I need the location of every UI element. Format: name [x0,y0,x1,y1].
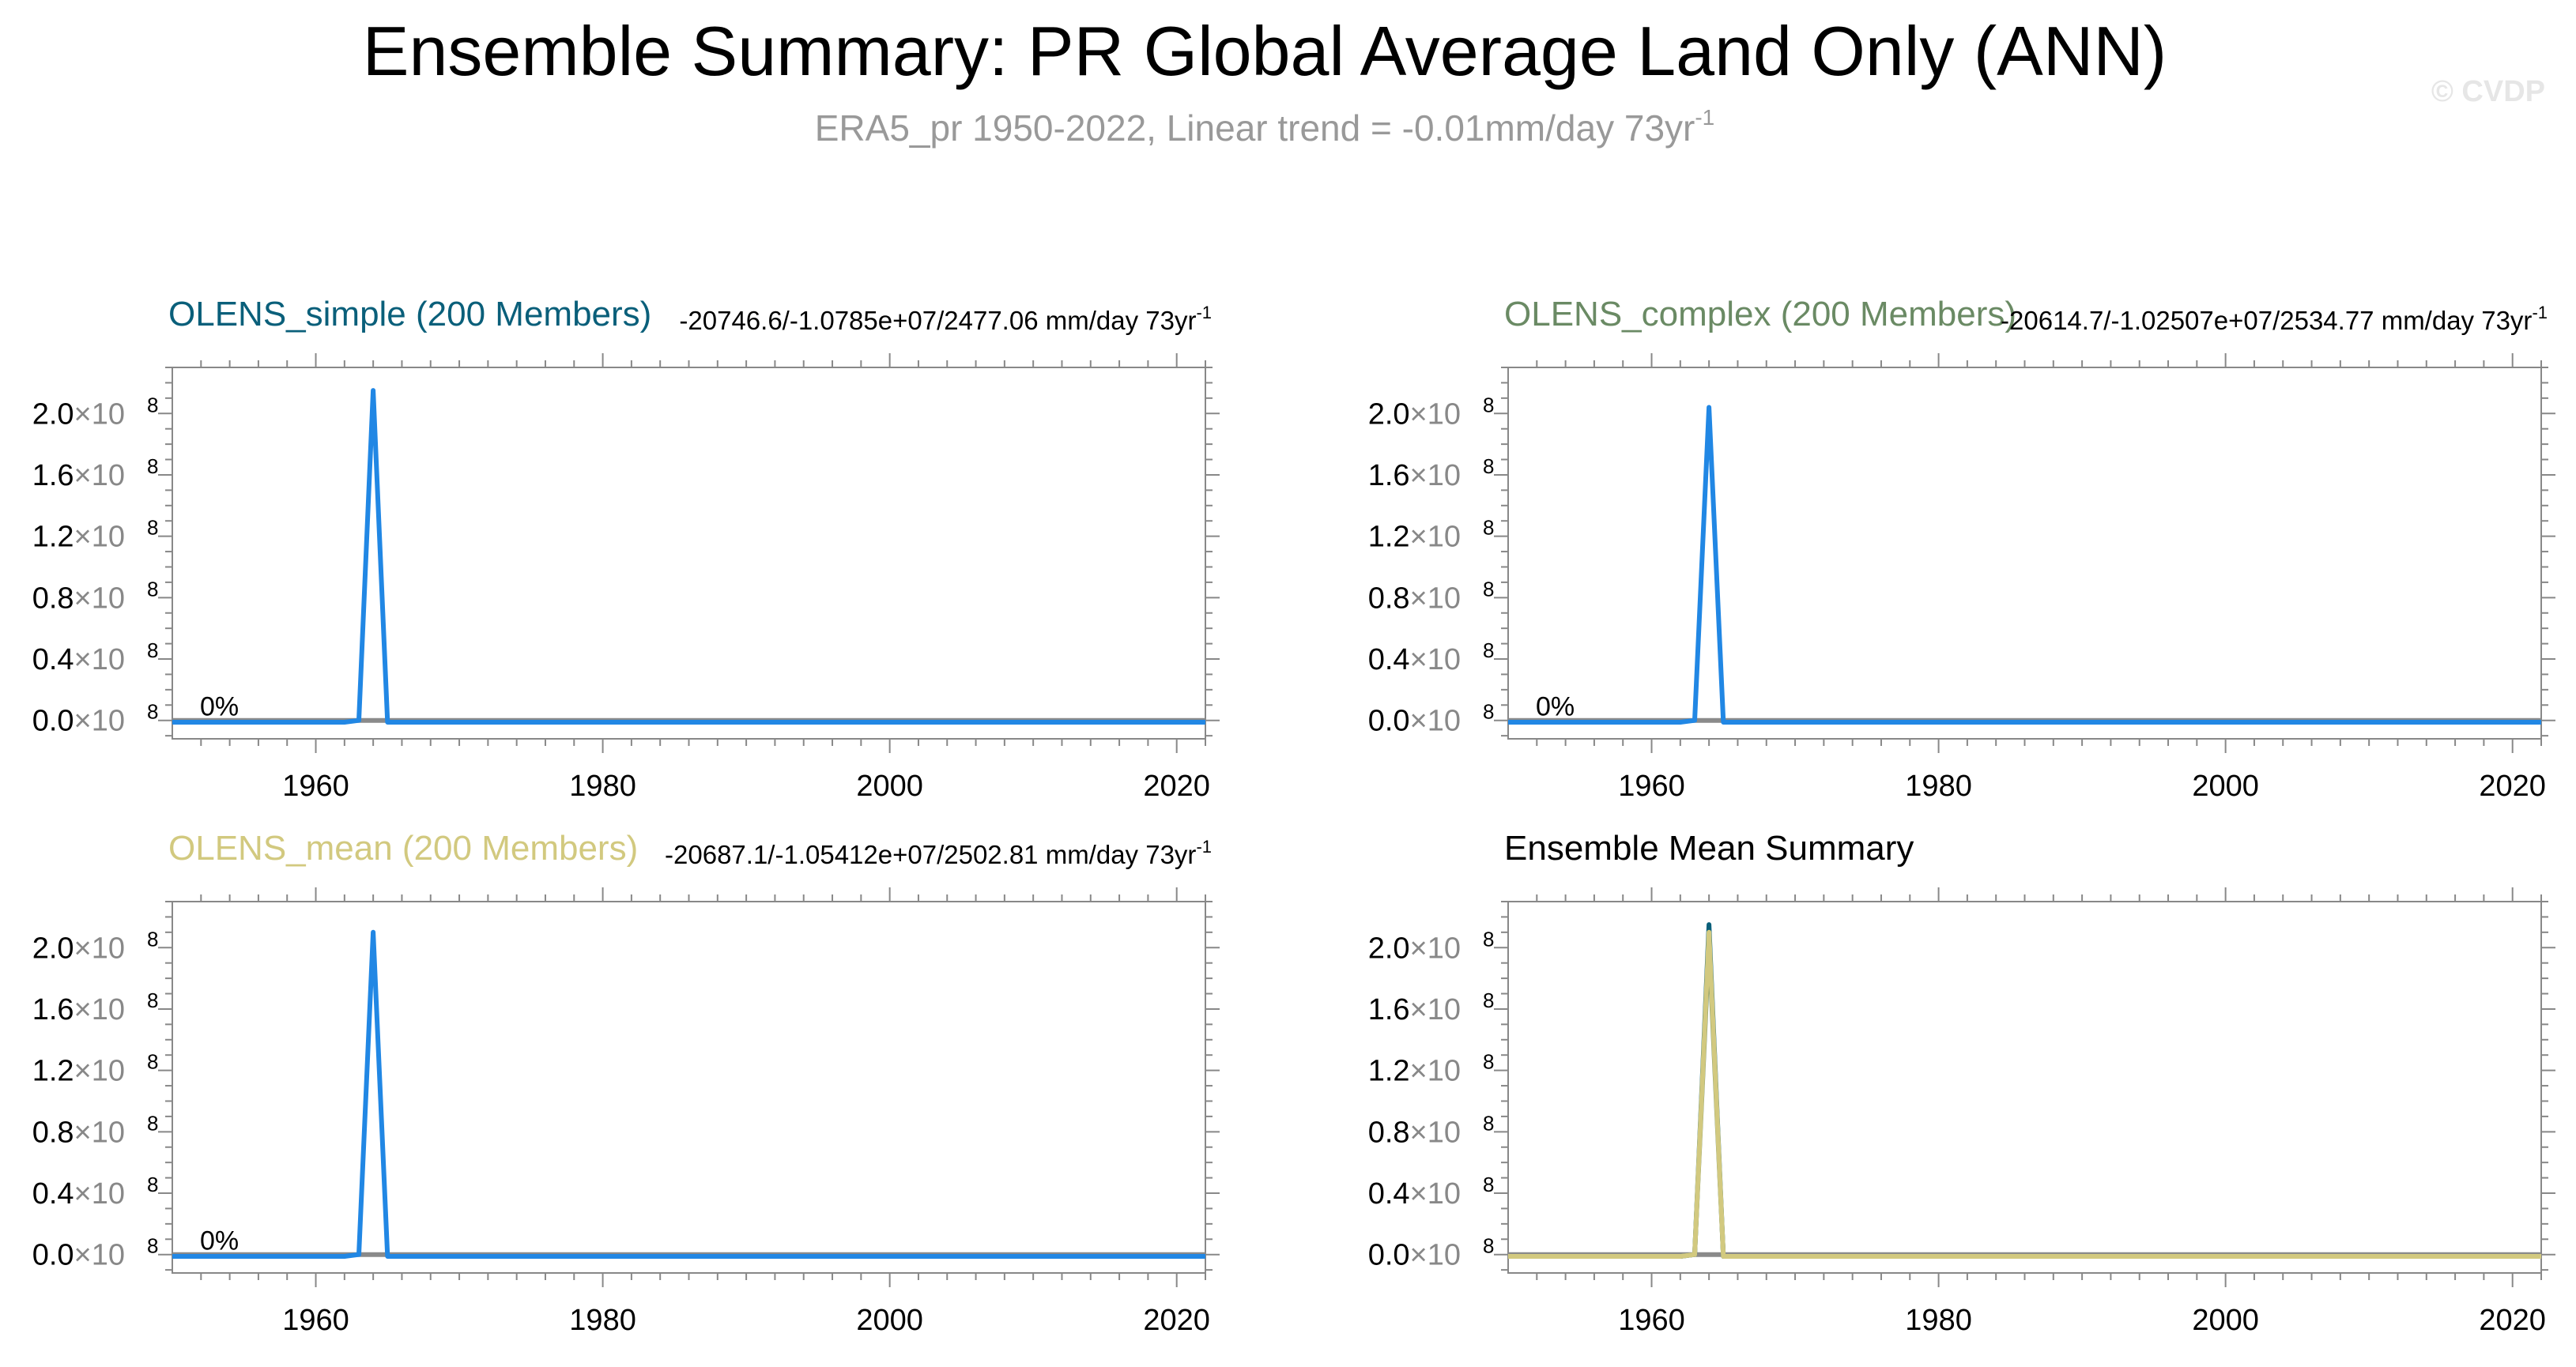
panel-title: OLENS_mean (200 Members) [168,829,638,868]
x-tick-label: 1980 [1905,770,1972,803]
y-tick-label: 1.6×10 [1368,459,1461,492]
series-line-ensemble [172,929,1205,1259]
panel-stats: -20687.1/-1.05412e+07/2502.81 mm/day 73y… [665,837,1212,869]
x-tick-label: 1980 [1905,1304,1972,1337]
y-tick-label: 0.0×10 [32,1239,125,1272]
y-tick-exponent: 8 [1483,1050,1494,1074]
panel-stats: -20746.6/-1.0785e+07/2477.06 mm/day 73yr… [679,303,1212,335]
y-tick-exponent: 8 [147,454,158,478]
y-tick-label: 0.4×10 [32,1177,125,1211]
y-tick-label: 2.0×10 [32,397,125,431]
y-tick-label: 0.8×10 [32,1116,125,1149]
y-tick-label: 0.4×10 [1368,1177,1461,1211]
y-tick-exponent: 8 [1483,1234,1494,1258]
chart-panel-1: 1960 1980 2000 2020 0.0×10 8 0.4×10 8 0.8×10 8 1.2… [32,295,1220,803]
plot-frame [172,367,1206,740]
subtitle-text: ERA5_pr 1950-2022, Linear trend = -0.01m… [815,107,1695,149]
y-tick-label: 0.4×10 [32,643,125,676]
plot-frame [1507,367,2542,740]
y-tick-label: 1.6×10 [32,993,125,1026]
x-tick-label: 2020 [1143,770,1210,803]
series-line-olens-complex [1508,939,2541,1259]
panel-title: OLENS_simple (200 Members) [168,295,651,333]
y-tick-exponent: 8 [147,927,158,951]
percent-label: 0% [200,1226,239,1256]
y-tick-exponent: 8 [1483,393,1494,416]
y-tick-exponent: 8 [1483,700,1494,724]
x-tick-label: 2000 [856,770,923,803]
series-line-ensemble [172,388,1205,725]
y-tick-label: 0.8×10 [1368,1116,1461,1149]
y-tick-label: 0.0×10 [1368,705,1461,738]
y-tick-exponent: 8 [147,700,158,724]
panel-title: OLENS_complex (200 Members) [1504,295,2016,333]
y-tick-exponent: 8 [1483,927,1494,951]
chart-panel-2: 1960 1980 2000 2020 0.0×10 8 0.4×10 8 0.8×10 8 1.2… [1368,295,2555,803]
figure-subtitle: ERA5_pr 1950-2022, Linear trend = -0.01m… [815,105,1715,149]
x-tick-label: 2000 [2192,770,2259,803]
series-line-ensemble [1508,405,2541,725]
x-tick-label: 2020 [1143,1304,1210,1337]
plot-frame [172,901,1206,1274]
x-tick-label: 1960 [282,1304,349,1337]
x-tick-label: 1960 [282,770,349,803]
y-tick-label: 1.6×10 [1368,993,1461,1026]
y-tick-label: 1.2×10 [1368,1055,1461,1088]
x-tick-label: 2000 [2192,1304,2259,1337]
y-tick-label: 1.2×10 [32,1055,125,1088]
y-tick-label: 1.2×10 [32,521,125,554]
chart-panel-4: 1960 1980 2000 2020 0.0×10 8 0.4×10 8 0.8×10 8 1.2… [1368,829,2555,1337]
y-tick-label: 2.0×10 [1368,932,1461,965]
y-tick-exponent: 8 [147,1234,158,1258]
x-tick-label: 1980 [569,770,636,803]
x-tick-label: 1960 [1618,1304,1685,1337]
plot-frame [1507,901,2542,1274]
figure-title: Ensemble Summary: PR Global Average Land… [363,12,2167,90]
x-tick-label: 2000 [856,1304,923,1337]
chart-panel-3: 1960 1980 2000 2020 0.0×10 8 0.4×10 8 0.8×10 8 1.2… [32,829,1220,1337]
subtitle-sup: -1 [1695,105,1714,130]
y-tick-exponent: 8 [147,516,158,540]
y-tick-label: 0.8×10 [1368,582,1461,615]
y-tick-exponent: 8 [147,577,158,601]
y-tick-label: 0.0×10 [32,705,125,738]
y-tick-label: 1.6×10 [32,459,125,492]
y-tick-exponent: 8 [147,989,158,1012]
x-tick-label: 1960 [1618,770,1685,803]
y-tick-label: 1.2×10 [1368,521,1461,554]
y-tick-label: 0.8×10 [32,582,125,615]
y-tick-exponent: 8 [1483,516,1494,540]
panel-stats: -20614.7/-1.02507e+07/2534.77 mm/day 73y… [2001,303,2548,335]
y-tick-exponent: 8 [147,393,158,416]
y-tick-label: 0.4×10 [1368,643,1461,676]
y-tick-exponent: 8 [147,1050,158,1074]
cvdp-watermark: © CVDP [2431,75,2545,108]
y-tick-exponent: 8 [147,638,158,662]
y-tick-exponent: 8 [1483,454,1494,478]
y-tick-exponent: 8 [1483,1173,1494,1196]
percent-label: 0% [200,692,239,722]
series-line-olens-mean [1508,929,2541,1259]
y-tick-exponent: 8 [1483,638,1494,662]
x-tick-label: 2020 [2479,770,2546,803]
y-tick-exponent: 8 [147,1173,158,1196]
y-tick-exponent: 8 [1483,1111,1494,1135]
x-tick-label: 1980 [569,1304,636,1337]
panel-title: Ensemble Mean Summary [1504,829,1914,868]
y-tick-label: 2.0×10 [32,932,125,965]
y-tick-label: 0.0×10 [1368,1239,1461,1272]
y-tick-exponent: 8 [147,1111,158,1135]
y-tick-label: 2.0×10 [1368,397,1461,431]
y-tick-exponent: 8 [1483,577,1494,601]
series-line-olens-simple [1508,922,2541,1259]
percent-label: 0% [1536,692,1575,722]
y-tick-exponent: 8 [1483,989,1494,1012]
x-tick-label: 2020 [2479,1304,2546,1337]
